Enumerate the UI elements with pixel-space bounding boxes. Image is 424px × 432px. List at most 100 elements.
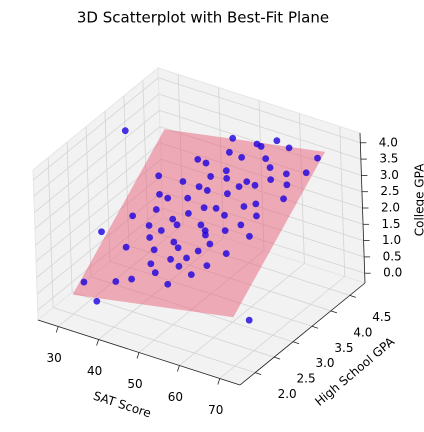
point [225,148,233,156]
y-axis-label: High School GPA [312,334,397,409]
point [224,190,231,198]
point [183,254,190,262]
x-tick-label: 60 [168,390,183,404]
point [282,170,290,178]
point [262,155,270,163]
x-tick-label: 50 [127,377,142,391]
grid-line [33,93,160,197]
grid-line [158,77,361,144]
point [246,232,253,240]
y-tick-label: 2.0 [278,387,297,401]
point [302,169,310,177]
point [252,200,260,208]
point [238,153,246,161]
point [201,227,209,235]
z-tick-label: 0.5 [383,249,402,263]
x-tick [96,339,99,346]
point [194,247,202,255]
point [221,227,229,235]
point [223,174,231,182]
y-tick-label: 3.0 [315,356,334,370]
z-tick-label: 1.0 [382,233,401,247]
point [253,140,261,148]
point [237,221,245,229]
point [203,262,211,270]
x-tick-label: 40 [87,364,102,378]
point [128,275,136,283]
point [122,243,130,251]
z-axis-label: College GPA [413,163,424,236]
y-tick-label: 3.5 [334,341,353,355]
point [187,271,195,279]
point [267,176,275,184]
point [185,210,192,217]
x-axis [37,319,241,386]
point [167,255,174,263]
point [251,181,259,189]
point [285,144,293,152]
y-tick [349,294,356,298]
point [98,228,105,236]
y-tick-label: 2.5 [297,372,316,386]
y-tick [311,325,319,329]
point [93,297,101,305]
x-tick [177,365,180,372]
point [146,234,154,241]
point [174,244,182,252]
y-tick-label: 4.0 [353,325,372,339]
point [253,212,260,220]
point [156,190,163,198]
z-axis [359,132,366,284]
z-tick-label: 4.0 [379,135,398,149]
y-tick [255,372,262,376]
grid-line [158,93,361,160]
point [179,178,187,185]
point [164,280,172,288]
y-axis [239,282,366,386]
chart-title: 3D Scatterplot with Best-Fit Plane [77,9,329,27]
point [280,195,287,203]
grid-line [71,291,275,358]
point [273,137,281,145]
point [283,181,291,189]
point [157,227,165,234]
point [202,159,210,167]
grid-line [35,142,161,246]
x-tick [55,326,59,333]
z-tick-label: 2.0 [381,201,400,215]
y-tick-label: 4.5 [372,310,391,324]
grid-line [219,276,346,379]
point [222,167,230,175]
x-tick-label: 70 [208,403,223,417]
x-tick [217,378,221,385]
point [145,222,153,229]
point [164,194,172,202]
z-tick-label: 3.0 [380,168,399,182]
grid-line [53,307,256,374]
point [200,204,208,212]
point [266,164,274,171]
point [235,183,243,191]
point [152,206,160,213]
point [206,240,214,248]
point [221,211,228,219]
point [155,172,163,180]
point [197,221,205,229]
point [194,155,202,163]
grid-line [33,77,159,181]
point [80,278,88,286]
point [212,204,220,212]
z-tick-label: 2.5 [380,184,399,198]
point [245,316,253,324]
grid-line [34,126,161,230]
grid-line [34,110,160,213]
point [229,134,237,142]
z-tick-label: 0.0 [383,266,402,280]
z-tick-label: 1.5 [381,217,400,231]
point [170,238,178,246]
point [314,154,321,162]
y-tick [273,356,281,360]
y-tick [292,341,300,345]
point [203,187,211,194]
